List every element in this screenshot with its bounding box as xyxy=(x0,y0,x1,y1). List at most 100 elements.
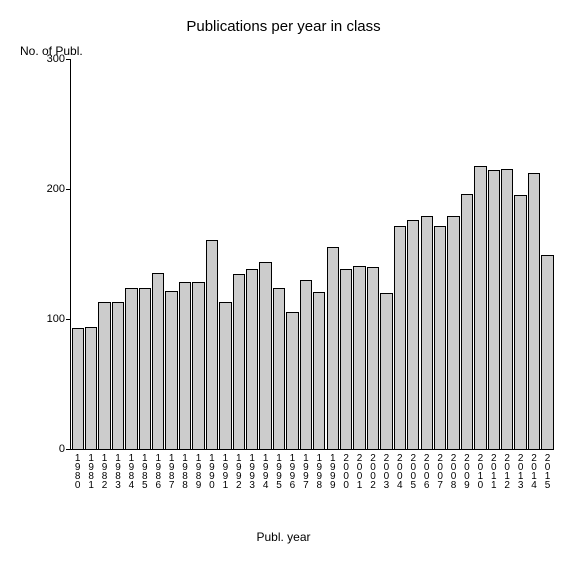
bar xyxy=(461,194,473,449)
xtick-label: 2010 xyxy=(475,449,486,489)
bar xyxy=(488,170,500,449)
xtick-label: 2006 xyxy=(421,449,432,489)
xtick-label: 2009 xyxy=(461,449,472,489)
xtick-label: 2004 xyxy=(394,449,405,489)
bar xyxy=(179,282,191,449)
xtick-label: 1992 xyxy=(233,449,244,489)
xtick-label: 1999 xyxy=(327,449,338,489)
bar-slot: 1983 xyxy=(111,60,124,449)
bar xyxy=(447,216,459,449)
xtick-label: 1994 xyxy=(260,449,271,489)
bar xyxy=(152,273,164,449)
bar xyxy=(98,302,110,449)
xtick-label: 1987 xyxy=(166,449,177,489)
ytick-label: 200 xyxy=(47,183,71,195)
bar-slot: 1989 xyxy=(192,60,205,449)
bar xyxy=(85,327,97,449)
bar xyxy=(327,247,339,449)
bar-slot: 1987 xyxy=(165,60,178,449)
bar-slot: 2014 xyxy=(527,60,540,449)
bar xyxy=(286,312,298,449)
bar xyxy=(501,169,513,449)
bar-slot: 2009 xyxy=(460,60,473,449)
xtick-label: 1986 xyxy=(153,449,164,489)
bar-slot: 2001 xyxy=(353,60,366,449)
bar xyxy=(353,266,365,449)
bar-slot: 2000 xyxy=(339,60,352,449)
bar xyxy=(139,288,151,449)
bar xyxy=(219,302,231,449)
bar xyxy=(541,255,553,450)
bar-slot: 2008 xyxy=(447,60,460,449)
bar-slot: 2006 xyxy=(420,60,433,449)
xtick-label: 2000 xyxy=(341,449,352,489)
bar-slot: 1993 xyxy=(245,60,258,449)
xtick-label: 1990 xyxy=(206,449,217,489)
bar xyxy=(380,293,392,449)
bars-group: 1980198119821983198419851986198719881989… xyxy=(71,60,554,449)
bar-slot: 2011 xyxy=(487,60,500,449)
xtick-label: 2011 xyxy=(488,449,499,489)
bar xyxy=(206,240,218,449)
xtick-label: 1996 xyxy=(287,449,298,489)
bar-slot: 2015 xyxy=(541,60,554,449)
bar-slot: 1982 xyxy=(98,60,111,449)
bar-slot: 1995 xyxy=(272,60,285,449)
bar-slot: 2004 xyxy=(393,60,406,449)
xtick-label: 2005 xyxy=(408,449,419,489)
xtick-label: 1995 xyxy=(274,449,285,489)
xtick-label: 1993 xyxy=(247,449,258,489)
bar-slot: 2007 xyxy=(433,60,446,449)
xtick-label: 2002 xyxy=(367,449,378,489)
xtick-label: 1998 xyxy=(314,449,325,489)
xtick-label: 1984 xyxy=(126,449,137,489)
xtick-label: 1982 xyxy=(99,449,110,489)
bar-slot: 1994 xyxy=(259,60,272,449)
ytick-label: 300 xyxy=(47,53,71,65)
ytick-label: 0 xyxy=(59,443,71,455)
bar-slot: 1991 xyxy=(219,60,232,449)
xtick-label: 1981 xyxy=(86,449,97,489)
xtick-label: 2015 xyxy=(542,449,553,489)
bar-slot: 1981 xyxy=(84,60,97,449)
bar-slot: 2002 xyxy=(366,60,379,449)
bar xyxy=(72,328,84,449)
xtick-label: 1989 xyxy=(193,449,204,489)
chart-title: Publications per year in class xyxy=(0,18,567,35)
bar xyxy=(259,262,271,449)
plot-area: 1980198119821983198419851986198719881989… xyxy=(70,60,554,450)
bar xyxy=(233,274,245,449)
bar-slot: 2010 xyxy=(474,60,487,449)
bar xyxy=(340,269,352,449)
bar-slot: 1990 xyxy=(205,60,218,449)
xtick-label: 2012 xyxy=(502,449,513,489)
x-axis-label: Publ. year xyxy=(0,530,567,544)
bar-slot: 2013 xyxy=(514,60,527,449)
bar xyxy=(300,280,312,449)
bar xyxy=(421,216,433,449)
bar xyxy=(407,220,419,450)
xtick-label: 1980 xyxy=(72,449,83,489)
bar xyxy=(165,291,177,449)
bar xyxy=(273,288,285,449)
bar-slot: 1999 xyxy=(326,60,339,449)
xtick-label: 2001 xyxy=(354,449,365,489)
bar xyxy=(434,226,446,449)
bar xyxy=(528,173,540,449)
xtick-label: 1997 xyxy=(300,449,311,489)
bar xyxy=(125,288,137,449)
bar-slot: 2012 xyxy=(501,60,514,449)
bar-slot: 1984 xyxy=(125,60,138,449)
xtick-label: 2007 xyxy=(435,449,446,489)
bar-slot: 1985 xyxy=(138,60,151,449)
bar-slot: 1996 xyxy=(286,60,299,449)
xtick-label: 1988 xyxy=(180,449,191,489)
bar xyxy=(192,282,204,449)
xtick-label: 1991 xyxy=(220,449,231,489)
bar-slot: 2005 xyxy=(407,60,420,449)
bar-slot: 1980 xyxy=(71,60,84,449)
xtick-label: 2014 xyxy=(529,449,540,489)
bar-slot: 1988 xyxy=(178,60,191,449)
bar-slot: 1998 xyxy=(313,60,326,449)
bar-slot: 1992 xyxy=(232,60,245,449)
